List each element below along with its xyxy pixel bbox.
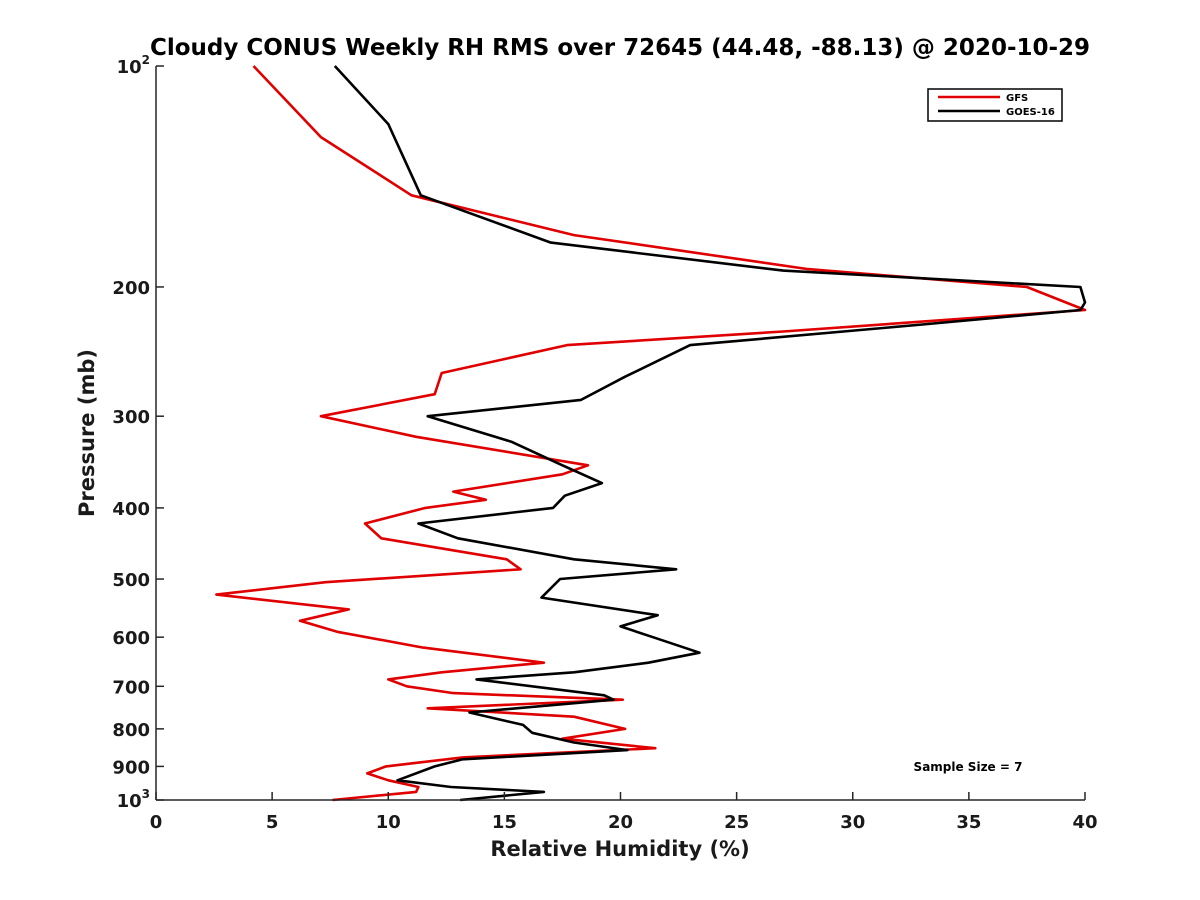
y-tick-label: 600 [112, 628, 150, 649]
x-tick-label: 0 [150, 812, 163, 833]
x-tick-label: 30 [840, 812, 865, 833]
y-tick-label: 103 [117, 787, 150, 812]
y-tick-label: 102 [117, 53, 150, 78]
legend-box [927, 88, 1063, 122]
x-tick-label: 5 [266, 812, 279, 833]
x-tick-label: 40 [1072, 812, 1097, 833]
series-layer [215, 65, 1087, 802]
y-tick-label: 300 [112, 407, 150, 428]
y-axis-label: Pressure (mb) [75, 349, 99, 517]
sample-size-annotation: Sample Size = 7 [914, 760, 1023, 774]
series-line-goes16 [333, 65, 1087, 802]
x-tick-label: 10 [376, 812, 401, 833]
legend-label-goes16: GOES-16 [1006, 107, 1055, 118]
y-tick-label: 800 [112, 720, 150, 741]
x-tick-label: 35 [956, 812, 981, 833]
y-tick-label: 200 [112, 278, 150, 299]
x-tick-label: 20 [608, 812, 633, 833]
series-line-gfs [215, 65, 1087, 802]
x-axis-label: Relative Humidity (%) [490, 837, 749, 861]
legend-label-gfs: GFS [1006, 93, 1028, 104]
legend: GFS GOES-16 [927, 88, 1063, 122]
ticks-layer: 0 5 10 15 20 25 30 35 40 102 200 300 400 500 600 700 800… [112, 53, 1097, 833]
y-tick-label: 900 [112, 757, 150, 778]
y-tick-label: 400 [112, 499, 150, 520]
x-tick-label: 25 [724, 812, 749, 833]
y-tick-label: 500 [112, 570, 150, 591]
chart-title: Cloudy CONUS Weekly RH RMS over 72645 (4… [150, 35, 1090, 61]
x-tick-label: 15 [492, 812, 517, 833]
y-tick-label: 700 [112, 677, 150, 698]
